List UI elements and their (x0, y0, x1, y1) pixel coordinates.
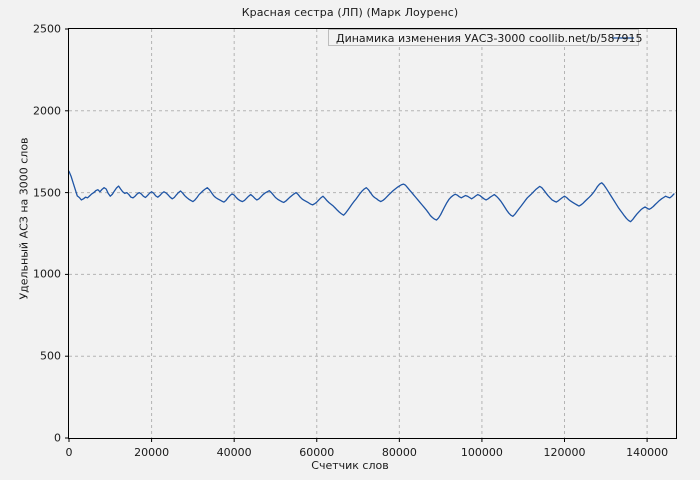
x-axis-label: Счетчик слов (311, 459, 389, 472)
x-tick-label: 20000 (134, 446, 170, 459)
y-tick-label: 500 (40, 349, 61, 363)
y-tick-label: 2000 (33, 104, 61, 118)
y-tick-label: 2500 (33, 22, 61, 36)
y-tick-label: 1500 (33, 186, 61, 200)
axis-ticks (65, 28, 648, 442)
x-tick-label: 80000 (381, 446, 417, 459)
x-tick-label: 40000 (216, 446, 252, 459)
data-series-line (69, 170, 675, 223)
y-tick-label: 0 (54, 431, 61, 445)
x-tick-label: 0 (65, 446, 73, 459)
y-tick-label: 1000 (33, 267, 61, 281)
legend-box (328, 29, 639, 46)
x-tick-label: 120000 (543, 446, 586, 459)
x-tick-label: 60000 (299, 446, 335, 459)
gridlines (69, 29, 676, 438)
legend-label: Динамика изменения УАСЗ-3000 coollib.net… (336, 32, 643, 45)
chart-title: Красная сестра (ЛП) (Марк Лоуренс) (241, 6, 459, 19)
x-tick-label: 100000 (460, 446, 503, 459)
plot-frame (68, 28, 677, 439)
x-tick-label: 140000 (626, 446, 669, 459)
